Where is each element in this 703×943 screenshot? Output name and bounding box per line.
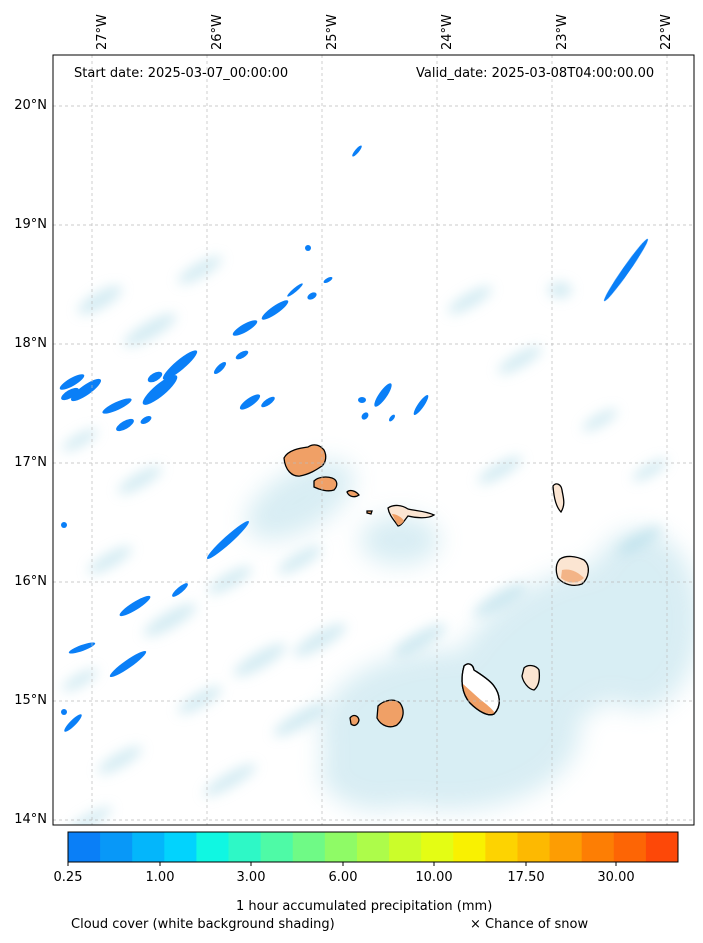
colorbar-swatch — [645, 832, 679, 862]
colorbar-swatch — [517, 832, 551, 862]
start-date-label: Start date: 2025-03-07_00:00:00 — [74, 66, 289, 81]
colorbar-tick-label: 30.00 — [597, 870, 635, 885]
cloud-cover-layer — [245, 460, 694, 810]
lon-label: 22°W — [659, 14, 674, 50]
lat-label: 14°N — [14, 812, 47, 827]
islands — [283, 444, 589, 728]
cloud-cover-legend: Cloud cover (white background shading) — [71, 917, 335, 932]
colorbar-swatch — [453, 832, 486, 862]
island-brava — [349, 714, 360, 727]
colorbar-swatch — [68, 832, 101, 862]
lat-label: 20°N — [14, 98, 47, 113]
island-branco — [366, 510, 373, 515]
valid-date-label: Valid_date: 2025-03-08T04:00:00.00 — [416, 66, 655, 81]
colorbar-tick-label: 6.00 — [328, 870, 358, 885]
colorbar-tick-label: 1.00 — [145, 870, 175, 885]
colorbar-tick-label: 10.00 — [415, 870, 453, 885]
colorbar-swatch — [421, 832, 454, 862]
colorbar-swatch — [613, 832, 647, 862]
santiago-precip — [392, 514, 584, 715]
colorbar-tick-label: 17.50 — [507, 870, 545, 885]
colorbar-swatch — [100, 832, 133, 862]
colorbar-swatch — [164, 832, 197, 862]
colorbar-swatch — [132, 832, 165, 862]
colorbar-tick-label: 0.25 — [53, 870, 83, 885]
lon-label: 25°W — [325, 14, 340, 50]
colorbar-frame — [67, 831, 679, 863]
colorbar-swatch — [196, 832, 230, 862]
colorbar-swatch — [228, 832, 262, 862]
colorbar-title: 1 hour accumulated precipitation (mm) — [236, 899, 493, 914]
colorbar-swatch — [389, 832, 422, 862]
colorbar-swatch — [292, 832, 326, 862]
colorbar-swatch — [324, 832, 358, 862]
island-sao-vicente — [313, 476, 338, 492]
island-maio — [521, 664, 540, 691]
colorbar — [68, 832, 679, 862]
map-frame — [52, 54, 695, 826]
lat-label: 17°N — [14, 455, 47, 470]
colorbar-swatch — [485, 832, 518, 862]
lon-label: 26°W — [210, 14, 225, 50]
colorbar-ticks — [67, 862, 617, 866]
island-santa-luzia — [346, 489, 360, 498]
lat-label: 19°N — [14, 217, 47, 232]
island-sal — [552, 483, 565, 514]
lon-label: 23°W — [555, 14, 570, 50]
lon-label: 24°W — [440, 14, 455, 50]
snow-legend: × Chance of snow — [470, 917, 589, 932]
colorbar-swatch — [260, 832, 294, 862]
lat-label: 16°N — [14, 574, 47, 589]
island-fogo — [376, 699, 404, 728]
lat-label: 15°N — [14, 693, 47, 708]
colorbar-swatch — [356, 832, 390, 862]
colorbar-tick-label: 3.00 — [236, 870, 266, 885]
island-santo-antao — [283, 444, 327, 477]
lat-label: 18°N — [14, 336, 47, 351]
precipitation-bands — [59, 145, 648, 732]
gridlines — [53, 55, 694, 825]
colorbar-swatch — [549, 832, 583, 862]
lon-label: 27°W — [95, 14, 110, 50]
colorbar-swatch — [581, 832, 615, 862]
